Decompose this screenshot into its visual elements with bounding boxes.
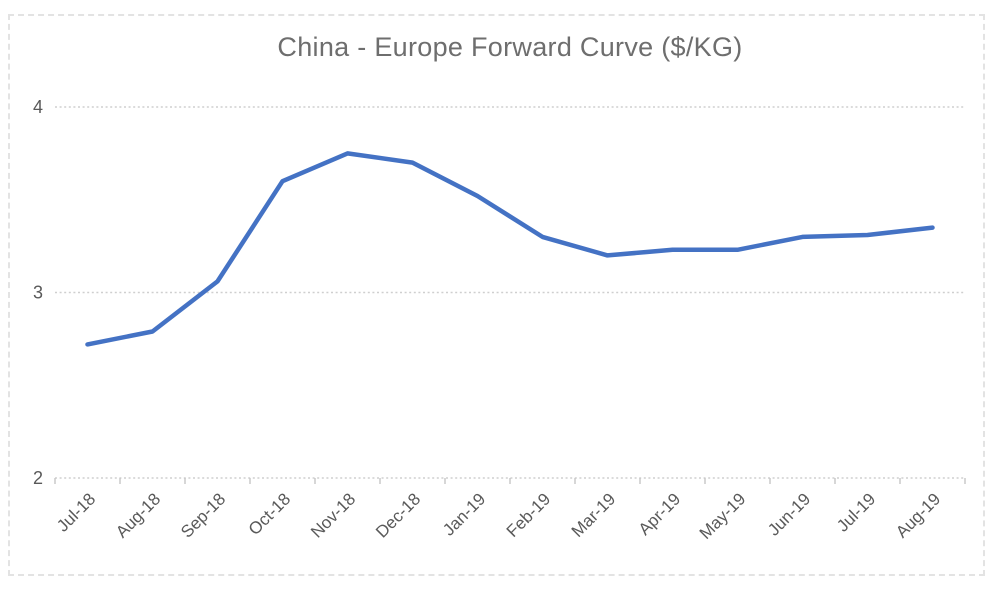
- x-tick-label: Dec-18: [372, 489, 424, 541]
- y-tick-label: 3: [33, 283, 43, 303]
- x-tick-label: May-19: [696, 489, 750, 543]
- x-tick-label: Aug-18: [112, 489, 164, 541]
- y-tick-label: 4: [33, 97, 43, 117]
- x-tick-label: Jun-19: [764, 489, 814, 539]
- y-tick-label: 2: [33, 468, 43, 488]
- chart-title: China - Europe Forward Curve ($/KG): [277, 32, 743, 62]
- x-tick-label: Feb-19: [503, 489, 555, 541]
- x-tick-label: Mar-19: [568, 489, 620, 541]
- x-tick-label: Jul-18: [53, 489, 99, 535]
- x-tick-label: Oct-18: [245, 489, 295, 539]
- x-tick-label: Apr-19: [635, 489, 685, 539]
- x-tick-label: Sep-18: [177, 489, 229, 541]
- x-tick-label: Aug-19: [892, 489, 944, 541]
- x-tick-label: Jul-19: [833, 489, 879, 535]
- series-line: [85, 151, 935, 347]
- x-tick-label: Jan-19: [439, 489, 489, 539]
- x-tick-label: Nov-18: [307, 489, 359, 541]
